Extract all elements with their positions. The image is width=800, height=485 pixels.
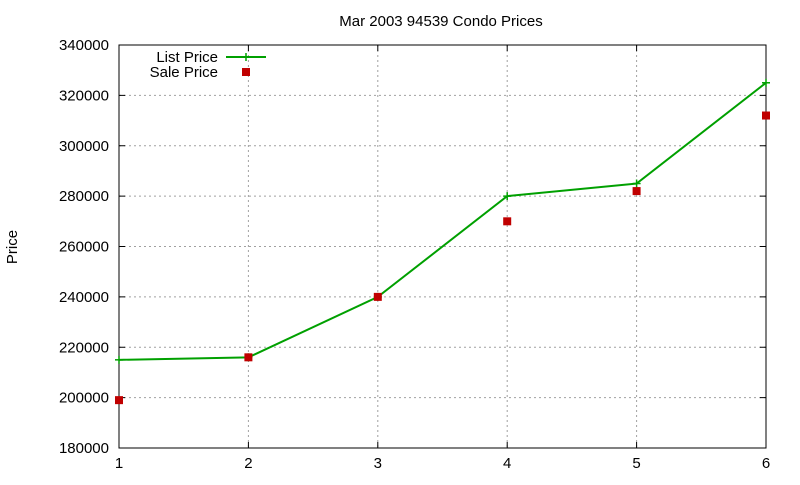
y-tick-label: 300000 (59, 138, 109, 155)
grid (119, 45, 766, 448)
y-tick-label: 340000 (59, 37, 109, 54)
sale-price-point (762, 111, 770, 120)
y-tick-label: 180000 (59, 440, 109, 457)
x-tick-label: 1 (115, 455, 123, 472)
legend-label-list-price: List Price (156, 49, 218, 66)
y-tick-label: 240000 (59, 289, 109, 306)
x-tick-label: 3 (374, 455, 382, 472)
sale-price-point (373, 292, 382, 301)
x-tick-label: 4 (503, 455, 511, 472)
y-tick-label: 260000 (59, 239, 109, 256)
sale-price-point (632, 187, 641, 196)
legend-marker-list-price (242, 53, 250, 61)
y-tick-label: 220000 (59, 339, 109, 356)
list-price-point (762, 78, 770, 87)
y-tick-label: 320000 (59, 87, 109, 104)
x-tick-label: 2 (244, 455, 252, 472)
series-layer (115, 78, 770, 405)
list-price-point (115, 355, 123, 364)
list-price-point (503, 192, 512, 201)
y-axis-label: Price (4, 230, 21, 264)
list-price-line (118, 81, 767, 361)
legend-marker-sale-price (242, 68, 250, 76)
sale-price-point (244, 353, 253, 362)
y-tick-label: 280000 (59, 188, 109, 205)
x-tick-label: 5 (632, 455, 640, 472)
x-tick-label: 6 (762, 455, 770, 472)
y-tick-label: 200000 (59, 390, 109, 407)
list-price-point (632, 179, 641, 188)
sale-price-point (115, 396, 123, 405)
axes: 1 2 3 4 5 6 180000 200000 220000 240000 260000 2800… (59, 37, 770, 472)
sale-price-point (503, 217, 512, 226)
chart-title: Mar 2003 94539 Condo Prices (339, 13, 542, 30)
legend-label-sale-price: Sale Price (150, 64, 218, 81)
